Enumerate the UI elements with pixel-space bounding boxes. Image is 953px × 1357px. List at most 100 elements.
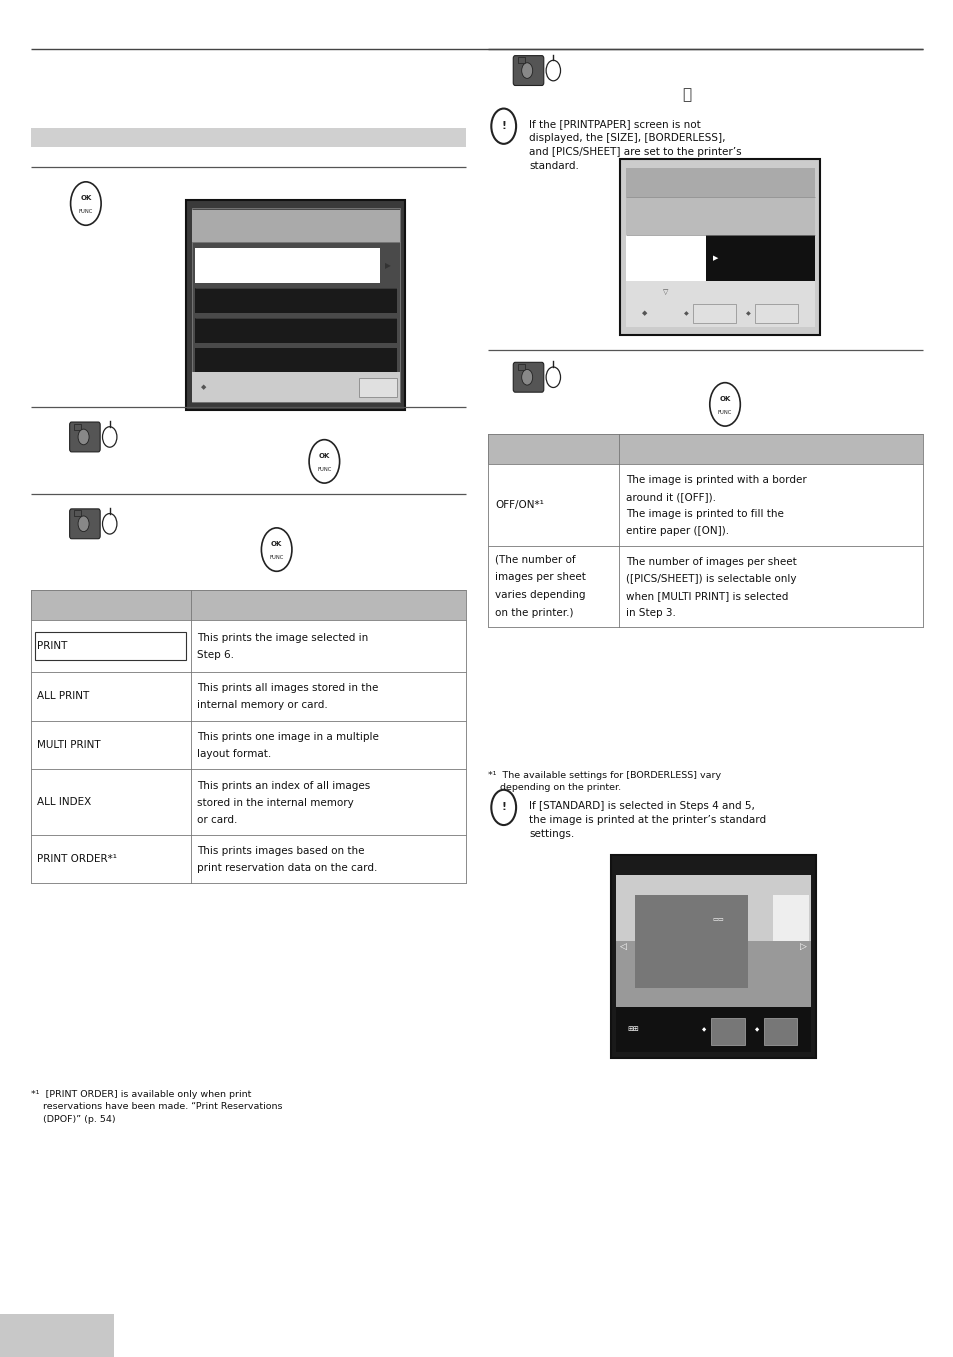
Text: ◆: ◆ [745, 311, 749, 316]
Text: OFF/ON*¹: OFF/ON*¹ [495, 499, 543, 510]
Bar [194, 318, 396, 343]
Bar [710, 1018, 743, 1045]
Circle shape [521, 62, 532, 79]
Text: OK: OK [719, 396, 730, 402]
Circle shape [521, 369, 532, 385]
Text: internal memory or card.: internal memory or card. [197, 700, 328, 710]
Text: OK: OK [318, 453, 330, 459]
Text: MULTI PRINT: MULTI PRINT [37, 740, 101, 750]
Bar [762, 1018, 796, 1045]
Text: ◆: ◆ [201, 384, 207, 391]
Text: in Step 3.: in Step 3. [625, 608, 675, 617]
Bar [30, 590, 465, 620]
Text: The image is printed with a border: The image is printed with a border [625, 475, 805, 486]
Bar [517, 364, 524, 370]
Text: when [MULTI PRINT] is selected: when [MULTI PRINT] is selected [625, 590, 787, 601]
Text: FUNC: FUNC [717, 410, 732, 415]
Bar [74, 423, 81, 430]
Text: on the printer.): on the printer.) [495, 608, 573, 617]
Text: varies depending: varies depending [495, 590, 585, 600]
Bar [35, 632, 186, 661]
Circle shape [491, 790, 516, 825]
Text: ◆: ◆ [754, 1027, 759, 1031]
Text: ALL INDEX: ALL INDEX [37, 797, 91, 807]
Text: ◆: ◆ [683, 311, 687, 316]
Text: PRINT: PRINT [37, 641, 68, 651]
Circle shape [78, 429, 89, 445]
Text: ▭▭: ▭▭ [712, 917, 723, 923]
Text: ◆: ◆ [641, 311, 647, 316]
Text: ⊞⊞: ⊞⊞ [626, 1026, 639, 1033]
Bar [0, 1314, 114, 1357]
FancyBboxPatch shape [513, 362, 543, 392]
Bar [616, 875, 810, 942]
Text: OK: OK [80, 195, 91, 201]
Bar [610, 855, 815, 1058]
Bar [358, 377, 396, 396]
Bar [192, 209, 399, 242]
Bar [192, 209, 399, 402]
Text: layout format.: layout format. [197, 749, 272, 759]
Bar [194, 248, 379, 284]
Text: This prints an index of all images: This prints an index of all images [197, 780, 371, 791]
Bar [186, 199, 405, 410]
FancyBboxPatch shape [513, 56, 543, 85]
Text: ◁: ◁ [619, 942, 626, 951]
Text: This prints the image selected in: This prints the image selected in [197, 632, 369, 643]
Text: *¹  The available settings for [BORDERLESS] vary
    depending on the printer.: *¹ The available settings for [BORDERLES… [488, 771, 720, 792]
Circle shape [78, 516, 89, 532]
Bar [705, 235, 814, 281]
Bar [625, 197, 814, 235]
FancyBboxPatch shape [70, 422, 100, 452]
Text: This prints one image in a multiple: This prints one image in a multiple [197, 731, 379, 742]
Text: ◆: ◆ [701, 1027, 706, 1031]
Circle shape [491, 109, 516, 144]
Bar [616, 875, 810, 1007]
Text: The image is printed to fill the: The image is printed to fill the [625, 509, 782, 520]
Bar [619, 159, 820, 335]
Bar [30, 128, 465, 147]
Text: stored in the internal memory: stored in the internal memory [197, 798, 354, 807]
Text: Step 6.: Step 6. [197, 650, 234, 660]
Text: !: ! [500, 121, 506, 132]
Bar [194, 347, 396, 372]
Bar [754, 304, 797, 323]
Bar [625, 235, 705, 281]
Text: ⏻: ⏻ [681, 87, 691, 103]
Text: or card.: or card. [197, 814, 237, 825]
Text: FUNC: FUNC [316, 467, 332, 472]
Text: If [STANDARD] is selected in Steps 4 and 5,
the image is printed at the printer’: If [STANDARD] is selected in Steps 4 and… [529, 801, 766, 839]
Bar [772, 896, 808, 942]
Text: ([PICS/SHEET]) is selectable only: ([PICS/SHEET]) is selectable only [625, 574, 796, 584]
Text: print reservation data on the card.: print reservation data on the card. [197, 863, 377, 873]
FancyBboxPatch shape [70, 509, 100, 539]
Bar [625, 168, 814, 197]
Text: around it ([OFF]).: around it ([OFF]). [625, 493, 715, 502]
Text: OK: OK [271, 541, 282, 547]
Text: ▶: ▶ [385, 261, 391, 270]
Text: ▷: ▷ [800, 942, 806, 951]
Bar [517, 57, 524, 64]
Bar [692, 304, 735, 323]
Text: If the [PRINTPAPER] screen is not
displayed, the [SIZE], [BORDERLESS],
and [PICS: If the [PRINTPAPER] screen is not displa… [529, 119, 741, 171]
Text: ▶: ▶ [712, 255, 718, 261]
Text: ▽: ▽ [662, 289, 668, 294]
Text: FUNC: FUNC [269, 555, 284, 560]
Text: !: ! [500, 802, 506, 813]
Bar [488, 434, 923, 464]
Text: images per sheet: images per sheet [495, 573, 585, 582]
Bar [625, 281, 814, 327]
Text: The number of images per sheet: The number of images per sheet [625, 556, 796, 567]
Text: ALL PRINT: ALL PRINT [37, 691, 90, 702]
Bar [194, 289, 396, 313]
Text: entire paper ([ON]).: entire paper ([ON]). [625, 527, 728, 536]
Text: *¹  [PRINT ORDER] is available only when print
    reservations have been made. : *¹ [PRINT ORDER] is available only when … [30, 1090, 282, 1124]
Bar [616, 1007, 810, 1052]
Text: This prints images based on the: This prints images based on the [197, 845, 365, 856]
Bar [74, 510, 81, 517]
Text: FUNC: FUNC [78, 209, 93, 214]
Text: (The number of: (The number of [495, 555, 576, 565]
Bar [635, 896, 747, 988]
Bar [192, 372, 399, 402]
Text: PRINT ORDER*¹: PRINT ORDER*¹ [37, 854, 117, 864]
